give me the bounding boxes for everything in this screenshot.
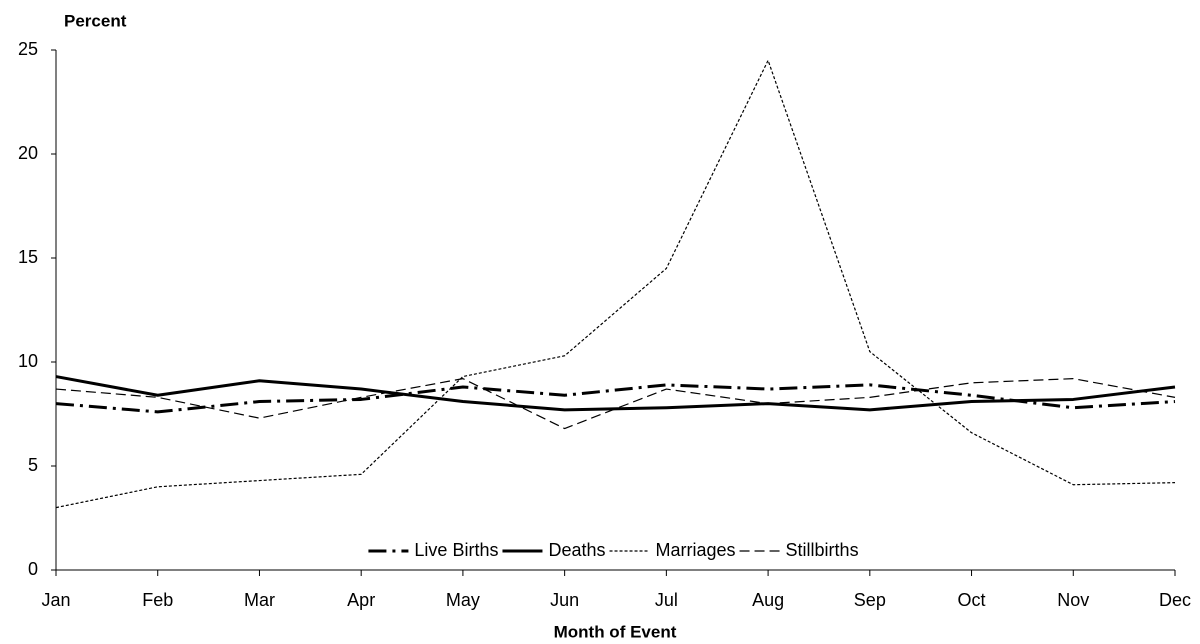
- x-tick-label: Aug: [752, 590, 784, 610]
- x-tick-label: Apr: [347, 590, 375, 610]
- legend-label: Deaths: [548, 540, 605, 560]
- series-line: [55, 375, 1176, 412]
- legend-label: Marriages: [656, 540, 736, 560]
- legend-label: Stillbirths: [786, 540, 859, 560]
- y-axis-label: Percent: [64, 11, 127, 30]
- x-tick-label: Jul: [655, 590, 678, 610]
- x-tick-label: Mar: [244, 590, 275, 610]
- y-tick-label: 20: [18, 143, 38, 163]
- x-tick-label: May: [446, 590, 480, 610]
- x-tick-label: Sep: [854, 590, 886, 610]
- y-tick-label: 5: [28, 455, 38, 475]
- y-tick-label: 25: [18, 39, 38, 59]
- x-tick-label: Nov: [1057, 590, 1089, 610]
- y-tick-label: 0: [28, 559, 38, 579]
- x-tick-label: Oct: [958, 590, 986, 610]
- y-tick-label: 15: [18, 247, 38, 267]
- legend-label: Live Births: [414, 540, 498, 560]
- x-tick-label: Jun: [550, 590, 579, 610]
- y-tick-label: 10: [18, 351, 38, 371]
- x-axis-label: Month of Event: [554, 622, 677, 641]
- x-tick-label: Feb: [142, 590, 173, 610]
- x-tick-label: Jan: [41, 590, 70, 610]
- series-line: [55, 59, 1176, 509]
- series-line: [55, 378, 1176, 430]
- x-tick-label: Dec: [1159, 590, 1191, 610]
- series-line: [55, 383, 1176, 414]
